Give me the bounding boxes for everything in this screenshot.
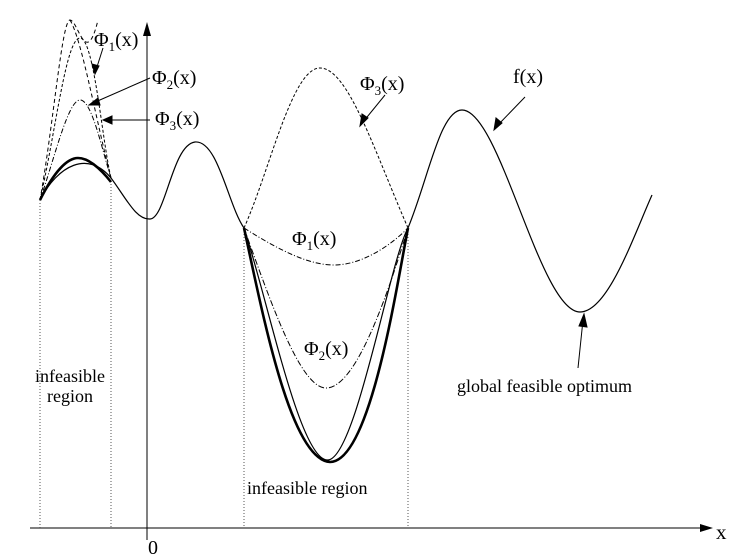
phi1-left-label: Φ1(x): [94, 29, 138, 54]
y-axis-arrowhead: [143, 22, 151, 36]
phi3-left-curve: [39, 99, 112, 201]
phi3-center-leader: [359, 94, 386, 128]
phi3-left-label: Φ3(x): [155, 108, 199, 133]
phi2-center-label: Φ2(x): [304, 338, 348, 363]
infeasible-center-label: infeasible region: [247, 478, 367, 498]
infeasible-left-label-line2: region: [47, 386, 93, 406]
phi1-center-label: Φ1(x): [292, 228, 336, 253]
center-bold-curve: [242, 227, 410, 464]
infeasible-left-label-line1: infeasible: [35, 366, 105, 386]
phi1-left-leader: [91, 47, 104, 76]
phi1-center-curve: [243, 227, 409, 266]
x-axis-arrowhead: [700, 524, 713, 532]
f-label: f(x): [513, 66, 543, 88]
phi2-center-curve: [243, 227, 409, 389]
phi3-center-label: Φ3(x): [360, 73, 404, 98]
left-bold-curve: [38, 156, 113, 201]
phi1-left-curve: [39, 19, 112, 201]
phi2-left-label: Φ2(x): [152, 67, 196, 92]
f-curve: [39, 109, 653, 461]
origin-label: 0: [148, 537, 158, 559]
f-leader: [493, 96, 526, 132]
x-axis-label: x: [716, 520, 727, 544]
phi2-left-curve: [39, 37, 112, 201]
phi2-left-leader: [87, 77, 151, 106]
phi3-center-curve: [243, 67, 409, 229]
optimum-leader: [577, 312, 588, 369]
optimum-label: global feasible optimum: [457, 376, 632, 396]
phi3-left-leader: [101, 115, 150, 125]
